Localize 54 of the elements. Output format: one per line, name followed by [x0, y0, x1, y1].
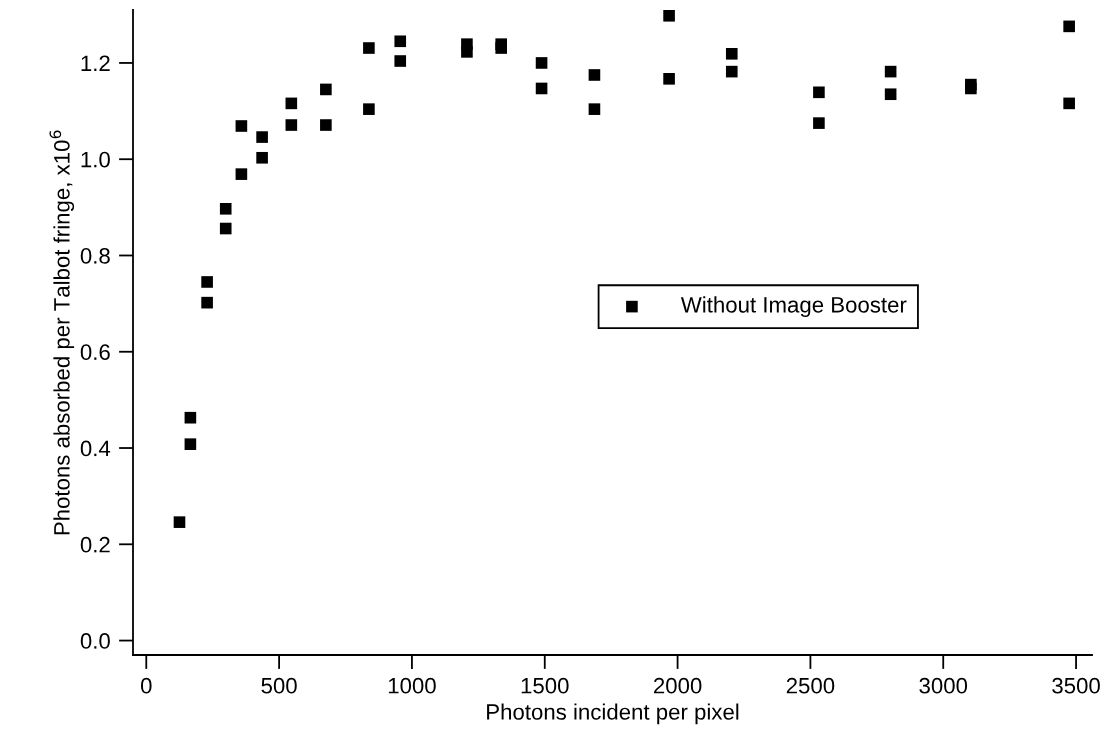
- point: [184, 411, 197, 424]
- point: [285, 119, 298, 131]
- point: [256, 151, 268, 164]
- point: [394, 35, 407, 48]
- point: [663, 73, 675, 85]
- point: [201, 296, 213, 309]
- x-tick-label: 2000: [653, 677, 702, 694]
- point: [201, 276, 213, 288]
- point: [285, 97, 298, 110]
- x-tick-label: 1000: [388, 677, 436, 694]
- point: [588, 103, 601, 115]
- y-axis-title: Photons absorbed per Talbot fringe, x10$^{6}$: [49, 130, 75, 535]
- x-tick-label: 1500: [521, 677, 569, 694]
- point: [363, 103, 375, 115]
- point: [663, 10, 675, 22]
- point: [235, 168, 248, 180]
- x-tick-label: 500: [261, 677, 297, 694]
- y-tick-label: 1.2: [81, 55, 110, 71]
- point: [219, 222, 232, 235]
- point: [256, 131, 268, 143]
- point: [884, 65, 897, 78]
- y-tick-label: 0.2: [80, 536, 110, 553]
- point: [535, 82, 548, 95]
- point: [173, 516, 186, 528]
- legend-label: Without Image Booster: [680, 296, 907, 318]
- x-tick-label: 3000: [919, 677, 968, 694]
- x-tick-label: 2500: [786, 677, 835, 694]
- point: [884, 88, 897, 101]
- point: [184, 438, 197, 450]
- point: [363, 42, 375, 54]
- point: [813, 86, 825, 99]
- x-tick-label: 0: [140, 677, 152, 694]
- point: [725, 65, 738, 78]
- point: [588, 69, 601, 81]
- y-tick-label: 0.4: [80, 440, 111, 457]
- point: [495, 38, 507, 50]
- y-tick-label: 0.0: [80, 633, 110, 649]
- y-tick-label: 0.8: [80, 248, 110, 264]
- point: [461, 38, 473, 50]
- x-tick-label: 3500: [1052, 677, 1100, 694]
- point: [965, 82, 977, 95]
- point: [320, 83, 332, 96]
- y-tick-label: 1.0: [81, 151, 110, 168]
- point: [813, 117, 825, 129]
- x-axis-title: Photons incident per pixel: [487, 703, 739, 725]
- point: [235, 120, 248, 132]
- y-tick-label: 0.6: [80, 344, 110, 361]
- point: [1063, 97, 1075, 110]
- point: [320, 119, 332, 131]
- point: [394, 55, 407, 67]
- point: [725, 47, 738, 60]
- point: [1063, 20, 1075, 33]
- point: [219, 202, 232, 215]
- point: [535, 57, 548, 69]
